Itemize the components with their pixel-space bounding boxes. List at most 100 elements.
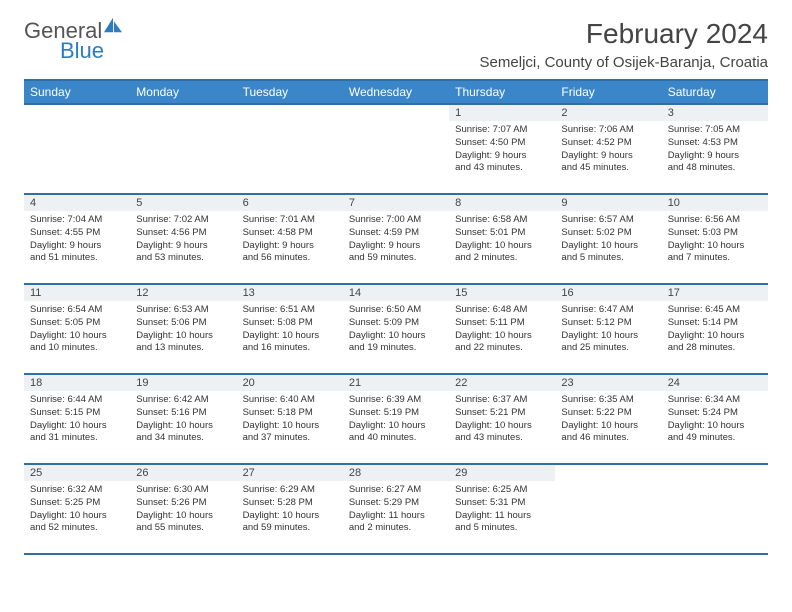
day-number: 14 bbox=[343, 285, 449, 301]
weekday-header: Saturday bbox=[662, 80, 768, 104]
day-number: 8 bbox=[449, 195, 555, 211]
calendar-cell: 27Sunrise: 6:29 AMSunset: 5:28 PMDayligh… bbox=[237, 464, 343, 554]
day-number: 22 bbox=[449, 375, 555, 391]
day-content: Sunrise: 6:29 AMSunset: 5:28 PMDaylight:… bbox=[237, 481, 343, 539]
calendar-cell: 16Sunrise: 6:47 AMSunset: 5:12 PMDayligh… bbox=[555, 284, 661, 374]
day-number: 21 bbox=[343, 375, 449, 391]
day-number: 19 bbox=[130, 375, 236, 391]
calendar-cell: 20Sunrise: 6:40 AMSunset: 5:18 PMDayligh… bbox=[237, 374, 343, 464]
day-content: Sunrise: 7:06 AMSunset: 4:52 PMDaylight:… bbox=[555, 121, 661, 179]
calendar-cell: 5Sunrise: 7:02 AMSunset: 4:56 PMDaylight… bbox=[130, 194, 236, 284]
day-content: Sunrise: 6:37 AMSunset: 5:21 PMDaylight:… bbox=[449, 391, 555, 449]
calendar-cell: 1Sunrise: 7:07 AMSunset: 4:50 PMDaylight… bbox=[449, 104, 555, 194]
title-block: February 2024 Semeljci, County of Osijek… bbox=[480, 18, 768, 71]
logo-sail-icon bbox=[102, 16, 124, 34]
calendar-cell: 24Sunrise: 6:34 AMSunset: 5:24 PMDayligh… bbox=[662, 374, 768, 464]
day-content: Sunrise: 6:44 AMSunset: 5:15 PMDaylight:… bbox=[24, 391, 130, 449]
month-title: February 2024 bbox=[480, 18, 768, 50]
day-number: 20 bbox=[237, 375, 343, 391]
day-content: Sunrise: 7:05 AMSunset: 4:53 PMDaylight:… bbox=[662, 121, 768, 179]
logo-text-wrap: General Blue bbox=[24, 18, 124, 70]
calendar-cell: 13Sunrise: 6:51 AMSunset: 5:08 PMDayligh… bbox=[237, 284, 343, 374]
calendar-row: 11Sunrise: 6:54 AMSunset: 5:05 PMDayligh… bbox=[24, 284, 768, 374]
logo-text-2: Blue bbox=[60, 38, 104, 63]
day-content: Sunrise: 6:30 AMSunset: 5:26 PMDaylight:… bbox=[130, 481, 236, 539]
calendar-cell: 7Sunrise: 7:00 AMSunset: 4:59 PMDaylight… bbox=[343, 194, 449, 284]
calendar-cell: 4Sunrise: 7:04 AMSunset: 4:55 PMDaylight… bbox=[24, 194, 130, 284]
calendar-row: 18Sunrise: 6:44 AMSunset: 5:15 PMDayligh… bbox=[24, 374, 768, 464]
calendar-cell: 10Sunrise: 6:56 AMSunset: 5:03 PMDayligh… bbox=[662, 194, 768, 284]
calendar-cell: 28Sunrise: 6:27 AMSunset: 5:29 PMDayligh… bbox=[343, 464, 449, 554]
day-content: Sunrise: 6:34 AMSunset: 5:24 PMDaylight:… bbox=[662, 391, 768, 449]
calendar-row: 25Sunrise: 6:32 AMSunset: 5:25 PMDayligh… bbox=[24, 464, 768, 554]
day-number: 28 bbox=[343, 465, 449, 481]
day-number: 16 bbox=[555, 285, 661, 301]
weekday-header: Sunday bbox=[24, 80, 130, 104]
day-number: 29 bbox=[449, 465, 555, 481]
day-content: Sunrise: 6:58 AMSunset: 5:01 PMDaylight:… bbox=[449, 211, 555, 269]
calendar-cell: 22Sunrise: 6:37 AMSunset: 5:21 PMDayligh… bbox=[449, 374, 555, 464]
day-content: Sunrise: 6:45 AMSunset: 5:14 PMDaylight:… bbox=[662, 301, 768, 359]
day-content: Sunrise: 7:01 AMSunset: 4:58 PMDaylight:… bbox=[237, 211, 343, 269]
day-number: 12 bbox=[130, 285, 236, 301]
weekday-header-row: SundayMondayTuesdayWednesdayThursdayFrid… bbox=[24, 80, 768, 104]
day-content: Sunrise: 6:48 AMSunset: 5:11 PMDaylight:… bbox=[449, 301, 555, 359]
day-content: Sunrise: 6:40 AMSunset: 5:18 PMDaylight:… bbox=[237, 391, 343, 449]
day-content: Sunrise: 6:53 AMSunset: 5:06 PMDaylight:… bbox=[130, 301, 236, 359]
day-number: 25 bbox=[24, 465, 130, 481]
day-content: Sunrise: 6:54 AMSunset: 5:05 PMDaylight:… bbox=[24, 301, 130, 359]
calendar-cell: 21Sunrise: 6:39 AMSunset: 5:19 PMDayligh… bbox=[343, 374, 449, 464]
header: General Blue February 2024 Semeljci, Cou… bbox=[24, 18, 768, 71]
day-number: 23 bbox=[555, 375, 661, 391]
day-number: 7 bbox=[343, 195, 449, 211]
calendar-cell bbox=[130, 104, 236, 194]
day-number: 3 bbox=[662, 105, 768, 121]
calendar-page: General Blue February 2024 Semeljci, Cou… bbox=[0, 0, 792, 555]
calendar-cell: 3Sunrise: 7:05 AMSunset: 4:53 PMDaylight… bbox=[662, 104, 768, 194]
calendar-cell: 18Sunrise: 6:44 AMSunset: 5:15 PMDayligh… bbox=[24, 374, 130, 464]
location: Semeljci, County of Osijek-Baranja, Croa… bbox=[480, 54, 768, 71]
calendar-cell: 25Sunrise: 6:32 AMSunset: 5:25 PMDayligh… bbox=[24, 464, 130, 554]
calendar-cell bbox=[237, 104, 343, 194]
calendar-cell: 6Sunrise: 7:01 AMSunset: 4:58 PMDaylight… bbox=[237, 194, 343, 284]
day-number: 6 bbox=[237, 195, 343, 211]
calendar-cell: 29Sunrise: 6:25 AMSunset: 5:31 PMDayligh… bbox=[449, 464, 555, 554]
day-content: Sunrise: 7:07 AMSunset: 4:50 PMDaylight:… bbox=[449, 121, 555, 179]
calendar-row: 1Sunrise: 7:07 AMSunset: 4:50 PMDaylight… bbox=[24, 104, 768, 194]
day-content: Sunrise: 6:56 AMSunset: 5:03 PMDaylight:… bbox=[662, 211, 768, 269]
calendar-cell: 23Sunrise: 6:35 AMSunset: 5:22 PMDayligh… bbox=[555, 374, 661, 464]
day-number: 10 bbox=[662, 195, 768, 211]
day-content: Sunrise: 6:32 AMSunset: 5:25 PMDaylight:… bbox=[24, 481, 130, 539]
day-number: 18 bbox=[24, 375, 130, 391]
calendar-row: 4Sunrise: 7:04 AMSunset: 4:55 PMDaylight… bbox=[24, 194, 768, 284]
calendar-body: 1Sunrise: 7:07 AMSunset: 4:50 PMDaylight… bbox=[24, 104, 768, 554]
calendar-cell bbox=[343, 104, 449, 194]
day-content: Sunrise: 7:00 AMSunset: 4:59 PMDaylight:… bbox=[343, 211, 449, 269]
calendar-cell: 11Sunrise: 6:54 AMSunset: 5:05 PMDayligh… bbox=[24, 284, 130, 374]
day-content: Sunrise: 6:35 AMSunset: 5:22 PMDaylight:… bbox=[555, 391, 661, 449]
day-number: 11 bbox=[24, 285, 130, 301]
calendar-cell bbox=[555, 464, 661, 554]
day-content: Sunrise: 6:42 AMSunset: 5:16 PMDaylight:… bbox=[130, 391, 236, 449]
day-content: Sunrise: 6:27 AMSunset: 5:29 PMDaylight:… bbox=[343, 481, 449, 539]
day-number: 5 bbox=[130, 195, 236, 211]
weekday-header: Tuesday bbox=[237, 80, 343, 104]
day-number: 27 bbox=[237, 465, 343, 481]
calendar-cell: 26Sunrise: 6:30 AMSunset: 5:26 PMDayligh… bbox=[130, 464, 236, 554]
calendar-cell: 14Sunrise: 6:50 AMSunset: 5:09 PMDayligh… bbox=[343, 284, 449, 374]
calendar-cell: 2Sunrise: 7:06 AMSunset: 4:52 PMDaylight… bbox=[555, 104, 661, 194]
day-content: Sunrise: 6:57 AMSunset: 5:02 PMDaylight:… bbox=[555, 211, 661, 269]
logo: General Blue bbox=[24, 18, 124, 70]
day-content: Sunrise: 7:02 AMSunset: 4:56 PMDaylight:… bbox=[130, 211, 236, 269]
day-number: 26 bbox=[130, 465, 236, 481]
day-number: 2 bbox=[555, 105, 661, 121]
calendar-cell bbox=[662, 464, 768, 554]
day-content: Sunrise: 6:25 AMSunset: 5:31 PMDaylight:… bbox=[449, 481, 555, 539]
day-number: 1 bbox=[449, 105, 555, 121]
day-content: Sunrise: 6:50 AMSunset: 5:09 PMDaylight:… bbox=[343, 301, 449, 359]
weekday-header: Wednesday bbox=[343, 80, 449, 104]
calendar-cell: 12Sunrise: 6:53 AMSunset: 5:06 PMDayligh… bbox=[130, 284, 236, 374]
day-content: Sunrise: 7:04 AMSunset: 4:55 PMDaylight:… bbox=[24, 211, 130, 269]
calendar-cell bbox=[24, 104, 130, 194]
day-content: Sunrise: 6:51 AMSunset: 5:08 PMDaylight:… bbox=[237, 301, 343, 359]
